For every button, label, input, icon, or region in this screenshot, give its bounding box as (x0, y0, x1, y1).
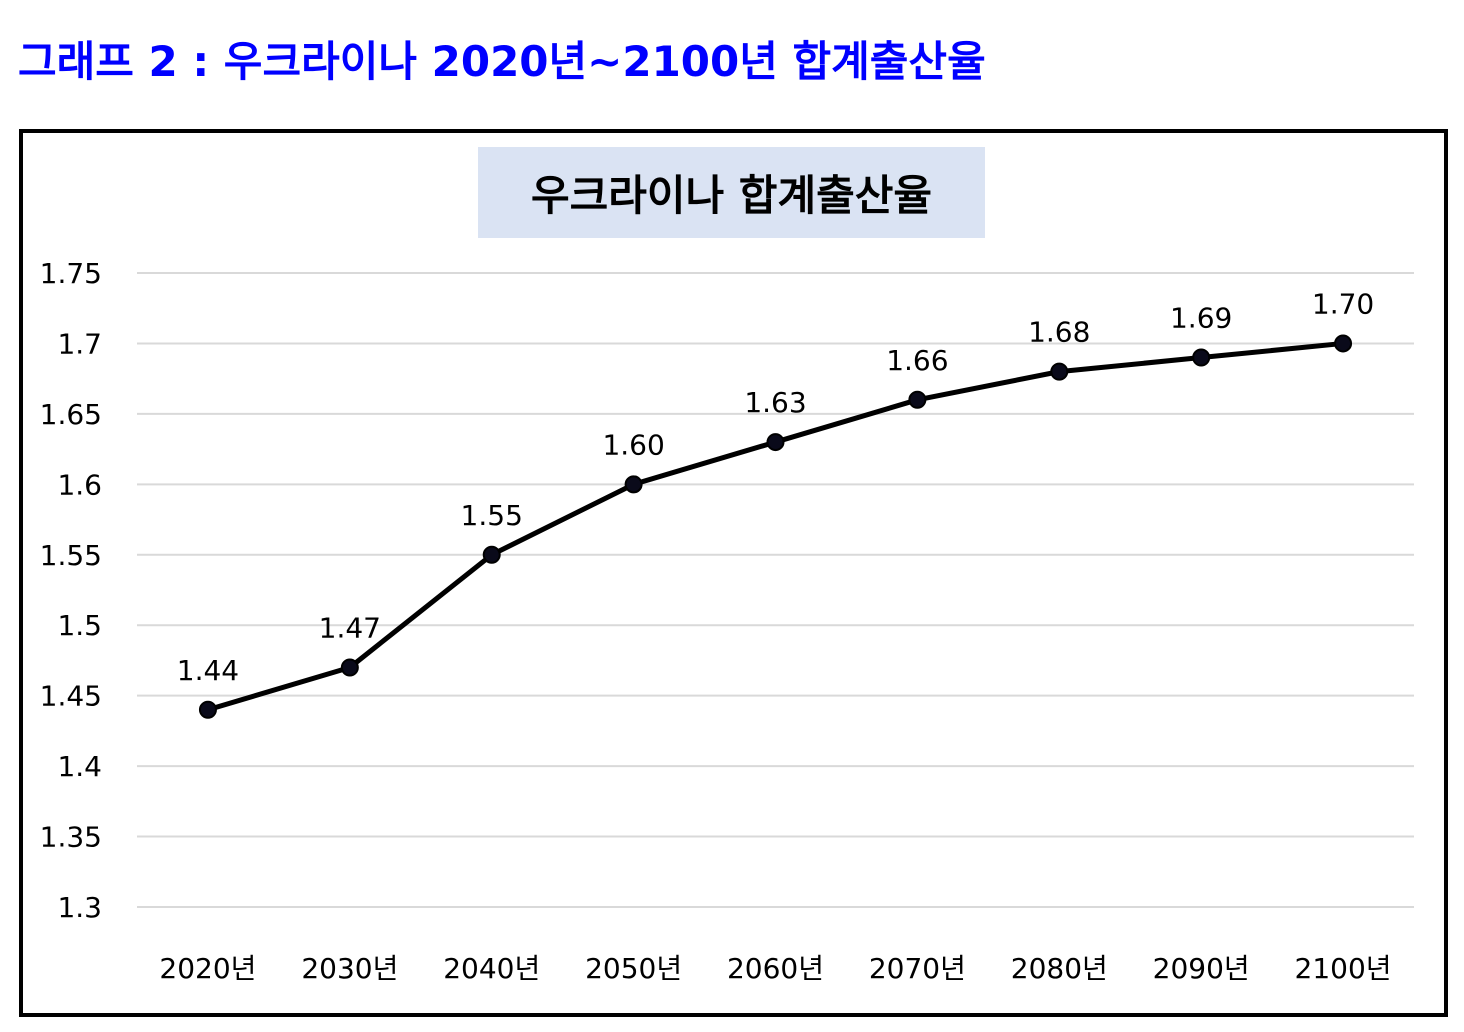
data-point (340, 658, 359, 677)
y-axis-ticks: 1.3 1.35 1.4 1.45 1.5 1.55 1.6 1.65 1.7 1.75 (40, 257, 102, 924)
chart-title: 우크라이나 합계출산율 (530, 171, 933, 220)
y-tick-label: 1.45 (40, 680, 102, 713)
x-tick-label: 2020년 (159, 952, 256, 985)
x-tick-label: 2080년 (1011, 952, 1108, 985)
page-heading: 그래프 2 : 우크라이나 2020년~2100년 합계출산율 (18, 37, 986, 86)
data-label: 1.47 (319, 611, 381, 644)
x-tick-label: 2070년 (869, 952, 966, 985)
data-point (1192, 348, 1211, 367)
y-tick-label: 1.55 (40, 539, 102, 572)
data-point (1050, 362, 1069, 381)
x-tick-label: 2030년 (301, 952, 398, 985)
data-point (908, 390, 927, 409)
data-label: 1.44 (177, 654, 239, 687)
y-tick-label: 1.5 (57, 609, 102, 642)
data-labels: 1.44 1.47 1.55 1.60 1.63 1.66 1.68 1.69 1.70 (177, 287, 1374, 686)
gridlines (137, 272, 1414, 908)
data-label: 1.55 (461, 499, 523, 532)
data-label: 1.69 (1170, 302, 1232, 335)
y-tick-label: 1.4 (57, 750, 102, 783)
x-tick-label: 2050년 (585, 952, 682, 985)
y-tick-label: 1.7 (57, 327, 102, 360)
chart-title-box: 우크라이나 합계출산율 (478, 147, 985, 238)
chart-frame (19, 129, 1448, 1017)
data-label: 1.63 (744, 386, 806, 419)
x-tick-label: 2090년 (1153, 952, 1250, 985)
data-label: 1.70 (1312, 287, 1374, 320)
data-point (1334, 334, 1353, 353)
data-point (766, 433, 785, 452)
x-tick-label: 2100년 (1295, 952, 1392, 985)
y-tick-label: 1.6 (57, 468, 102, 501)
data-point (624, 475, 643, 494)
x-tick-label: 2040년 (443, 952, 540, 985)
y-tick-label: 1.65 (40, 398, 102, 431)
data-label: 1.68 (1028, 316, 1090, 349)
data-label: 1.66 (886, 344, 948, 377)
data-label: 1.60 (602, 428, 664, 461)
series (198, 334, 1353, 719)
y-tick-label: 1.35 (40, 821, 102, 854)
y-tick-label: 1.3 (57, 891, 102, 924)
data-point (482, 545, 501, 564)
y-tick-label: 1.75 (40, 257, 102, 290)
x-axis-ticks: 2020년 2030년 2040년 2050년 2060년 2070년 2080년 2090년… (159, 952, 1391, 985)
data-point (198, 700, 217, 719)
x-tick-label: 2060년 (727, 952, 824, 985)
